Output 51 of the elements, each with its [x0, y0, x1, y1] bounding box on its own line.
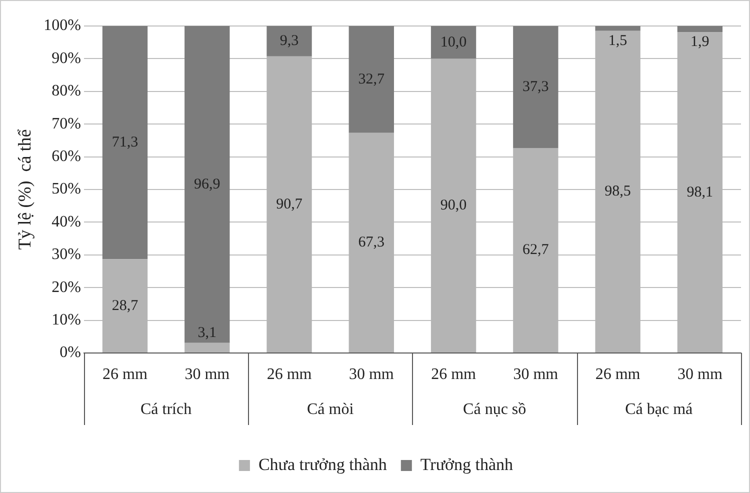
y-axis-title: Tỷ lệ (%) cá thể	[14, 129, 35, 250]
x-tick-label: 30 mm	[184, 366, 230, 383]
y-tick-label: 80%	[52, 82, 81, 100]
y-tick-label: 20%	[52, 278, 81, 296]
legend-label: Chưa trưởng thành	[258, 454, 388, 474]
bar	[184, 26, 230, 343]
y-tick-label: 30%	[52, 246, 81, 264]
bar	[677, 26, 723, 32]
text: Cá mòi	[306, 401, 354, 418]
data-label: 10,0	[440, 34, 467, 50]
y-tick-label: 40%	[52, 213, 81, 230]
bar	[102, 26, 148, 260]
x-tick-label: 30 mm	[348, 366, 394, 383]
data-label: 90,0	[440, 198, 467, 214]
bar	[266, 26, 312, 56]
data-label: 28,7	[112, 298, 139, 314]
data-label: 71,3	[112, 134, 138, 151]
data-label: 9,3	[280, 33, 299, 50]
text: Cá trích	[140, 401, 192, 418]
data-label: 37,3	[522, 78, 549, 95]
data-label: 1,5	[608, 32, 628, 49]
bar	[348, 26, 394, 133]
data-label: 62,7	[522, 242, 550, 258]
data-label: 67,3	[358, 234, 385, 251]
x-tick-label: 26 mm	[102, 366, 148, 383]
x-tick-label: 30 mm	[677, 366, 723, 383]
bar	[184, 342, 230, 352]
text: Cá bạc má	[625, 401, 693, 418]
data-label: 98,5	[604, 184, 631, 200]
bar	[513, 26, 558, 148]
data-label: 98,1	[686, 184, 714, 200]
data-label: 32,7	[358, 71, 386, 88]
text: Cá nục sồ	[463, 401, 526, 418]
y-tick-label: 50%	[52, 180, 81, 198]
bar	[595, 26, 640, 31]
data-label: 3,1	[198, 324, 217, 341]
legend-label: Trưởng thành	[420, 454, 514, 474]
x-tick-label: 26 mm	[595, 366, 641, 383]
y-tick-label: 60%	[52, 148, 81, 166]
x-tick-label: 26 mm	[266, 366, 312, 383]
x-tick-label: 26 mm	[431, 366, 477, 383]
x-tick-label: 30 mm	[513, 366, 559, 383]
y-tick-label: 10%	[52, 312, 81, 329]
y-tick-label: 100%	[44, 17, 81, 34]
y-tick-label: 70%	[52, 115, 81, 132]
data-label: 90,7	[276, 196, 303, 212]
data-label: 96,9	[194, 176, 220, 192]
data-label: 1,9	[690, 34, 710, 50]
bar	[430, 26, 476, 59]
y-tick-label: 90%	[52, 50, 81, 67]
y-tick-label: 0%	[60, 344, 81, 362]
